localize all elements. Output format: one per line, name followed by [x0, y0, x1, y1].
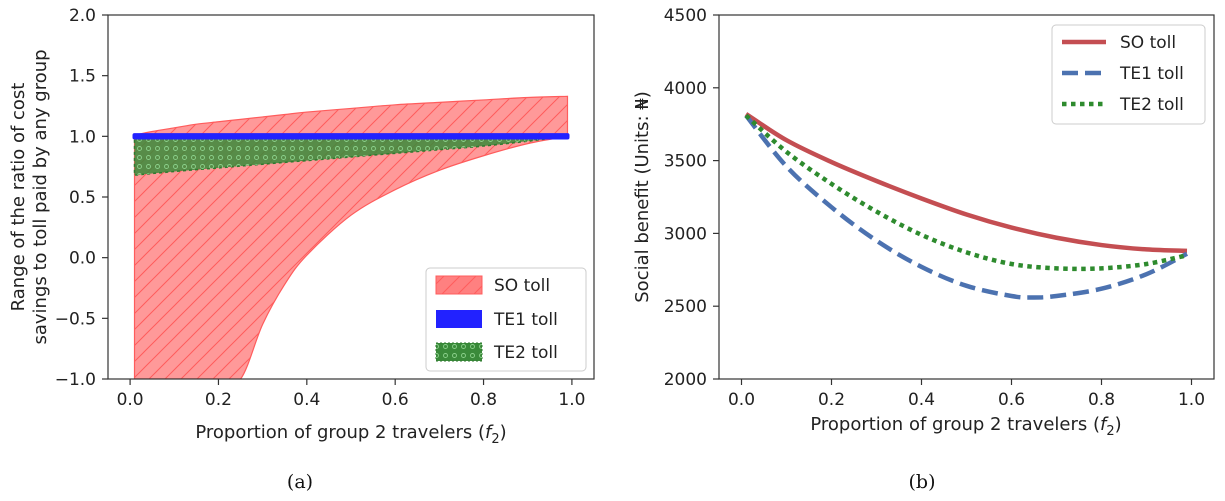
- legend-label-te1-toll-b: TE1 toll: [1119, 64, 1184, 84]
- y-tick-label: 3000: [664, 224, 707, 244]
- area-te1-toll: [132, 133, 570, 140]
- chart-panel-b: 0.0 0.2 0.4 0.6 0.8 1.0 2000 2500 3000 3500 4000 4…: [632, 6, 1215, 493]
- x-axis-a: 0.0 0.2 0.4 0.6 0.8 1.0: [117, 379, 585, 410]
- y-tick-label: 1.0: [69, 127, 96, 147]
- x-axis-title-b: Proportion of group 2 travelers (f2): [810, 414, 1121, 439]
- series-line-te2-toll: [744, 113, 1188, 272]
- y-tick-label: 0.0: [69, 249, 96, 269]
- caption-b: (b): [909, 471, 936, 493]
- caption-a: (a): [287, 471, 313, 493]
- legend-item-te1-toll-b: TE1 toll: [1062, 64, 1184, 84]
- x-tick-label: 1.0: [1178, 390, 1205, 410]
- x-tick-label: 0.2: [205, 390, 232, 410]
- chart-panel-a: 0.0 0.2 0.4 0.6 0.8 1.0 −1.0 −0.5 0.0 0.5 1.0 1.5 2…: [8, 6, 595, 493]
- legend-swatch-te1-toll-a: [436, 310, 482, 328]
- legend-label-so-toll-a: SO toll: [494, 276, 550, 296]
- plot-frame-b: [718, 14, 1215, 380]
- series-line-te1-toll: [744, 114, 1189, 300]
- y-axis-title-b: Social benefit (Units: ₦): [632, 91, 653, 303]
- y-tick-label: 0.5: [69, 188, 96, 208]
- legend-item-te2-toll-b: TE2 toll: [1062, 95, 1184, 115]
- y-tick-label: 1.5: [69, 67, 96, 87]
- y-axis-title-a: Range of the ratio of costsavings to tol…: [8, 49, 51, 344]
- y-tick-label: −0.5: [55, 309, 96, 329]
- line-plot-b: [744, 112, 1189, 300]
- legend-item-te1-toll-a: TE1 toll: [436, 310, 558, 330]
- legend-item-te2-toll-a: TE2 toll: [435, 342, 558, 363]
- legend-label-so-toll-b: SO toll: [1120, 33, 1176, 53]
- y-axis-b: 2000 2500 3000 3500 4000 4500: [664, 6, 719, 390]
- y-tick-label: 4000: [664, 79, 707, 99]
- area-te2-toll-dots: [134, 136, 568, 176]
- legend-label-te2-toll-b: TE2 toll: [1119, 95, 1184, 115]
- x-tick-label: 0.0: [728, 390, 755, 410]
- area-plot-a: [132, 95, 570, 379]
- legend-frame-b: [1051, 24, 1206, 125]
- x-tick-label: 0.6: [998, 390, 1025, 410]
- legend-swatch-hatch-so-toll-a: [436, 276, 482, 294]
- y-tick-label: 3500: [664, 152, 707, 172]
- legend-swatch-dots-te2-toll-a: [436, 343, 482, 361]
- x-tick-label: 0.6: [382, 390, 409, 410]
- x-tick-label: 0.4: [293, 390, 320, 410]
- x-axis-b: 0.0 0.2 0.4 0.6 0.8 1.0: [728, 379, 1205, 410]
- legend-b: SO toll TE1 toll TE2 toll: [1051, 24, 1206, 125]
- legend-label-te2-toll-a: TE2 toll: [493, 343, 558, 363]
- legend-label-te1-toll-a: TE1 toll: [493, 310, 558, 330]
- y-tick-label: 2500: [664, 297, 707, 317]
- x-tick-label: 0.8: [1088, 390, 1115, 410]
- x-axis-title-a: Proportion of group 2 travelers (f2): [195, 422, 506, 447]
- series-line-so-toll: [744, 112, 1188, 254]
- x-tick-label: 1.0: [558, 390, 585, 410]
- x-tick-label: 0.4: [908, 390, 935, 410]
- y-tick-label: 2000: [664, 370, 707, 390]
- y-tick-label: −1.0: [55, 370, 96, 390]
- legend-item-so-toll-a: SO toll: [435, 275, 550, 296]
- legend-a: SO toll TE1 toll TE2 toll: [425, 267, 587, 372]
- y-tick-label: 2.0: [69, 6, 96, 26]
- legend-item-so-toll-b: SO toll: [1062, 33, 1176, 53]
- x-tick-label: 0.0: [117, 390, 144, 410]
- x-tick-label: 0.8: [470, 390, 497, 410]
- y-axis-a: −1.0 −0.5 0.0 0.5 1.0 1.5 2.0: [55, 6, 108, 390]
- y-tick-label: 4500: [664, 6, 707, 26]
- x-tick-label: 0.2: [818, 390, 845, 410]
